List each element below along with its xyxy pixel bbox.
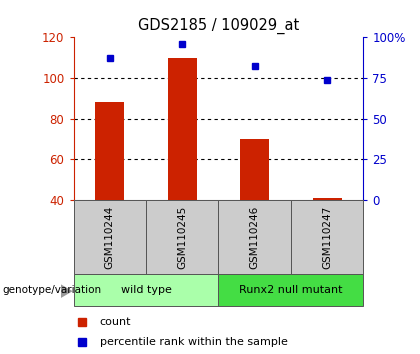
- Text: count: count: [100, 317, 131, 327]
- Text: GSM110247: GSM110247: [322, 206, 332, 269]
- Title: GDS2185 / 109029_at: GDS2185 / 109029_at: [138, 18, 299, 34]
- Bar: [218, 274, 363, 306]
- Bar: [168, 57, 197, 200]
- Bar: [95, 102, 124, 200]
- Bar: [218, 200, 291, 274]
- Bar: [74, 274, 218, 306]
- Bar: [291, 200, 363, 274]
- Text: genotype/variation: genotype/variation: [2, 285, 101, 295]
- Text: percentile rank within the sample: percentile rank within the sample: [100, 337, 287, 347]
- Bar: [74, 200, 146, 274]
- Text: wild type: wild type: [121, 285, 171, 295]
- Text: GSM110246: GSM110246: [249, 206, 260, 269]
- Polygon shape: [61, 284, 73, 298]
- Text: GSM110244: GSM110244: [105, 206, 115, 269]
- Bar: [240, 139, 269, 200]
- Bar: [312, 198, 341, 200]
- Text: GSM110245: GSM110245: [177, 206, 187, 269]
- Bar: [146, 200, 218, 274]
- Text: Runx2 null mutant: Runx2 null mutant: [239, 285, 343, 295]
